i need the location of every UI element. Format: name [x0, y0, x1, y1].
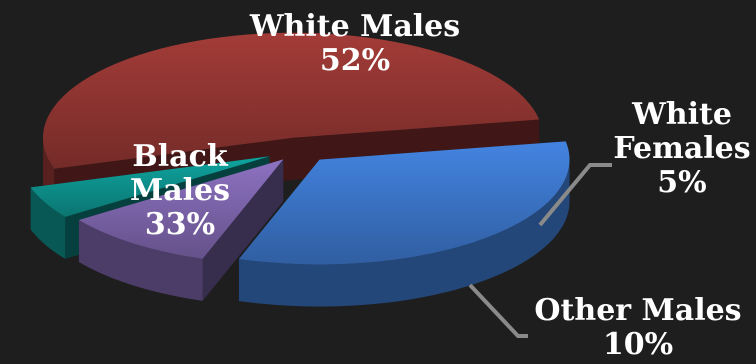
label-white-females-name-2: Females — [613, 131, 751, 166]
pie-slice-3-rim — [238, 159, 570, 307]
label-black-males-value: 33% — [144, 207, 216, 242]
leader-line-white-females — [538, 163, 612, 227]
label-white-females: White Females 5% — [608, 98, 756, 200]
pie-slice-1-side-wall-1 — [30, 156, 270, 230]
label-other-males: Other Males 10% — [520, 294, 756, 362]
pie-slice-3-top — [238, 141, 570, 265]
leader-line-other-males — [468, 283, 528, 338]
label-other-males-value: 10% — [602, 327, 674, 362]
label-white-males-name: White Males — [249, 9, 461, 44]
label-black-males-name-2: Males — [129, 173, 231, 208]
label-white-males: White Males 52% — [230, 10, 480, 78]
label-white-males-value: 52% — [319, 43, 391, 78]
pie-slice-2 — [78, 159, 284, 301]
label-black-males: Black Males 33% — [90, 140, 270, 242]
pie-slice-2-top — [78, 159, 284, 259]
label-other-males-name: Other Males — [534, 293, 742, 328]
label-white-females-value: 5% — [657, 165, 707, 200]
label-black-males-name-1: Black — [132, 139, 228, 174]
pie-slice-1-rim — [30, 187, 66, 259]
label-white-females-name-1: White — [632, 97, 732, 132]
pie-slice-2-rim — [78, 219, 203, 301]
pie-slice-1-top — [30, 156, 270, 217]
pie-slice-0-top — [43, 32, 540, 169]
pie-slice-3 — [238, 141, 570, 307]
